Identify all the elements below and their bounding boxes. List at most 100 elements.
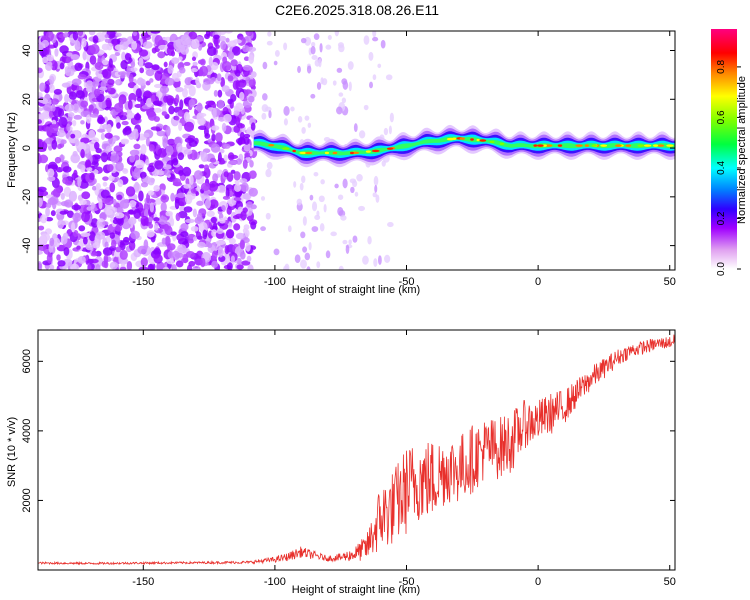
noise-blob [42,56,49,64]
noise-blob [75,90,85,99]
noise-blob [66,123,71,132]
noise-blob [163,223,169,232]
noise-blob [103,254,109,264]
noise-blob [100,132,106,141]
ridge-peak [615,144,622,147]
noise-blob [235,69,241,77]
noise-blob [85,244,94,251]
noise-blob [250,221,257,230]
noise-blob [129,200,137,208]
noise-blob [163,95,169,103]
noise-blob [242,64,252,71]
noise-blob [97,73,104,79]
noise-blob [90,218,99,228]
noise-blob [70,54,80,60]
noise-blob [248,79,256,87]
noise-blob [261,104,269,112]
noise-blob [102,123,109,130]
noise-blob [178,122,183,132]
noise-blob [74,138,80,147]
noise-blob [51,104,56,112]
noise-blob [215,240,226,246]
noise-blob [195,77,200,86]
noise-blob [323,203,327,213]
noise-blob [128,217,137,226]
noise-blob [345,244,350,254]
noise-blob [161,111,168,116]
noise-blob [126,65,131,76]
ridge-peak [350,151,354,155]
noise-blob [102,221,109,226]
noise-blob [97,128,106,133]
noise-blob [170,217,175,227]
noise-blob [134,154,140,161]
noise-blob [373,258,378,267]
spectrogram-y-axis: 40 20 0 -20 -40 [21,44,675,254]
noise-blob [131,129,139,140]
noise-blob [231,65,237,71]
noise-blob [59,62,65,70]
noise-blob [297,65,301,74]
noise-blob [102,176,109,181]
noise-blob [273,248,280,256]
noise-blob [56,254,61,261]
noise-blob [106,84,112,92]
ridge-peak [591,144,597,147]
noise-blob [165,145,174,156]
y-tick-label: -20 [21,189,33,205]
snr-ylabel: SNR (10 * v/v) [6,417,18,487]
noise-blob [176,192,186,199]
noise-blob [183,84,193,89]
ridge-peak [600,144,608,147]
noise-blob [210,143,221,153]
noise-blob [78,225,86,232]
noise-blob [243,136,250,145]
noise-blob [163,61,168,68]
noise-blob [122,111,128,116]
noise-blob [242,159,248,169]
noise-blob [374,184,378,193]
noise-blob [304,115,310,121]
noise-blob [221,204,226,211]
noise-blob [81,211,91,223]
noise-blob [119,239,130,246]
noise-blob [163,169,171,176]
noise-blob [336,106,343,115]
noise-blob [172,158,179,166]
noise-blob [85,114,92,124]
noise-blob [48,83,55,93]
noise-blob [262,93,268,101]
noise-blob [173,77,181,82]
noise-blob [59,45,69,54]
noise-blob [239,91,245,101]
noise-blob [180,223,189,231]
noise-blob [110,153,120,164]
noise-blob [101,59,109,66]
noise-blob [71,204,82,211]
noise-blob [206,210,215,217]
noise-blob [200,182,210,191]
noise-blob [63,32,69,38]
noise-blob [45,202,52,209]
ridge-peak [282,147,290,150]
ridge-peak [332,151,338,155]
noise-blob [178,210,188,219]
noise-blob [70,133,76,139]
noise-blob [228,40,237,47]
x-tick-label: -50 [399,276,415,288]
noise-blob [185,177,190,186]
noise-blob [60,139,67,145]
noise-blob [200,151,208,163]
noise-blob [316,210,320,217]
snr-panel: -150 -100 -50 0 50 2000 4000 6000 Height of st… [6,329,676,596]
noise-blob [217,89,223,98]
noise-blob [49,75,55,85]
noise-blob [236,264,244,270]
noise-blob [265,168,272,178]
noise-blob [193,170,203,180]
noise-blob [38,186,47,192]
noise-blob [38,107,44,112]
noise-blob [168,105,175,115]
noise-blob [140,181,149,188]
noise-blob [88,258,99,264]
